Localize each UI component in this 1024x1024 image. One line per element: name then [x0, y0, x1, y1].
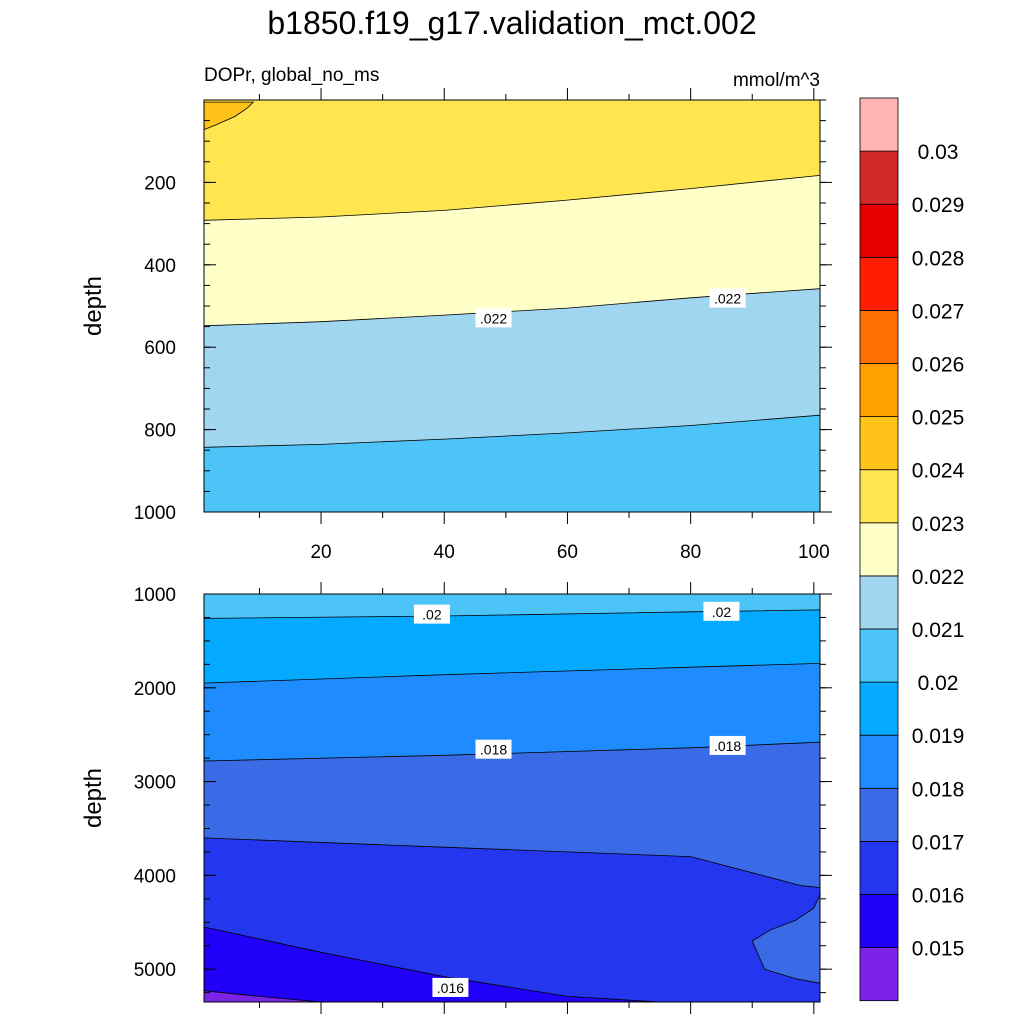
x-tick-label: 20 — [310, 542, 331, 563]
contour-label: .02 — [413, 604, 450, 624]
plot-frame — [203, 593, 821, 1003]
y-axis-label: depth — [80, 768, 107, 828]
contour-fill — [204, 100, 820, 512]
variable-label: DOPr, global_no_ms — [204, 65, 379, 86]
colorbar-swatch — [859, 522, 899, 577]
y-axis-label: depth — [80, 276, 107, 336]
colorbar-swatch — [859, 416, 899, 471]
contour-label: .018 — [475, 739, 512, 759]
units-label: mmol/m^3 — [733, 70, 820, 91]
colorbar-label: 0.024 — [912, 460, 965, 483]
y-tick-label: 800 — [144, 421, 176, 442]
y-tick-label: 200 — [144, 173, 176, 194]
colorbar-label: 0.017 — [912, 831, 965, 854]
colorbar-label: 0.025 — [912, 407, 965, 430]
contour-label: .02 — [703, 601, 740, 621]
colorbar-label: 0.019 — [912, 725, 965, 748]
svg-text:.022: .022 — [714, 291, 741, 307]
colorbar-swatch — [859, 947, 899, 1002]
colorbar-swatch — [859, 681, 899, 736]
contour-line — [204, 663, 820, 684]
svg-text:.018: .018 — [480, 742, 507, 758]
colorbar-swatch — [859, 841, 899, 895]
colorbar-label: 0.029 — [912, 194, 965, 217]
y-tick-label: 600 — [144, 338, 176, 359]
colorbar-swatch — [859, 363, 899, 417]
colorbar-label: 0.016 — [912, 885, 965, 908]
x-tick-label: 100 — [798, 542, 830, 563]
colorbar-swatch — [859, 787, 899, 842]
colorbar-label: 0.021 — [912, 619, 965, 642]
colorbar-swatch — [859, 469, 899, 524]
svg-text:.02: .02 — [712, 604, 732, 620]
contour-patch — [204, 101, 255, 131]
colorbar-swatch — [859, 150, 899, 205]
svg-text:.022: .022 — [480, 310, 507, 326]
contour-band — [204, 990, 321, 1002]
contour-label: .022 — [475, 308, 512, 328]
svg-text:.016: .016 — [437, 980, 464, 996]
upper-depth-panel: .022 .022 200 400 600 800 1000 20 40 60 80 100 depth — [80, 88, 832, 563]
svg-text:.02: .02 — [422, 607, 442, 623]
y-tick-label: 3000 — [134, 773, 176, 794]
contour-label: .022 — [709, 288, 746, 308]
contour-patch — [751, 893, 820, 984]
colorbar-label: 0.028 — [912, 247, 965, 270]
contour-line — [204, 926, 660, 1002]
colorbar-swatch — [859, 734, 899, 789]
colorbar-label: 0.018 — [912, 778, 965, 801]
x-tick-label: 60 — [557, 542, 578, 563]
colorbar-swatch — [859, 256, 899, 311]
colorbar-swatch — [859, 628, 899, 683]
colorbar-label: 0.023 — [912, 513, 965, 536]
colorbar-label: 0.022 — [912, 566, 965, 589]
colorbar-swatch — [859, 97, 899, 152]
y-tick-label: 400 — [144, 256, 176, 277]
lower-depth-panel: .02 .02 .018 .018 .016 1000 2000 3000 4000 5000 de… — [80, 582, 832, 1014]
contour-line — [204, 741, 820, 762]
contour-label: .016 — [432, 977, 469, 997]
y-tick-label: 2000 — [134, 679, 176, 700]
colorbar-swatch — [859, 575, 899, 630]
y-tick-label: 1000 — [134, 503, 176, 524]
contour-band — [204, 927, 660, 1002]
contour-line — [204, 175, 820, 221]
y-tick-label: 4000 — [134, 866, 176, 887]
colorbar: 0.015 0.016 0.017 0.018 0.019 0.02 0.021 0.022 0… — [859, 97, 965, 1002]
colorbar-label: 0.026 — [912, 354, 965, 377]
contour-line — [204, 609, 820, 619]
colorbar-swatch — [859, 309, 899, 364]
svg-text:.018: .018 — [714, 738, 741, 754]
x-tick-label: 80 — [680, 542, 701, 563]
chart-title: b1850.f19_g17.validation_mct.002 — [267, 5, 756, 41]
x-tick-label: 40 — [434, 542, 455, 563]
contour-line — [204, 414, 820, 448]
colorbar-label: 0.03 — [918, 141, 959, 164]
contour-label: .018 — [709, 735, 746, 755]
contour-band — [204, 100, 820, 221]
colorbar-label: 0.027 — [912, 300, 965, 323]
colorbar-swatch — [859, 203, 899, 258]
y-tick-label: 5000 — [134, 960, 176, 981]
contour-line — [204, 990, 322, 1002]
colorbar-label: 0.015 — [912, 938, 965, 961]
y-tick-label: 1000 — [134, 585, 176, 606]
colorbar-label: 0.02 — [918, 672, 959, 695]
contour-fill — [204, 594, 820, 1002]
contour-line — [204, 837, 820, 888]
colorbar-swatch — [859, 894, 899, 948]
